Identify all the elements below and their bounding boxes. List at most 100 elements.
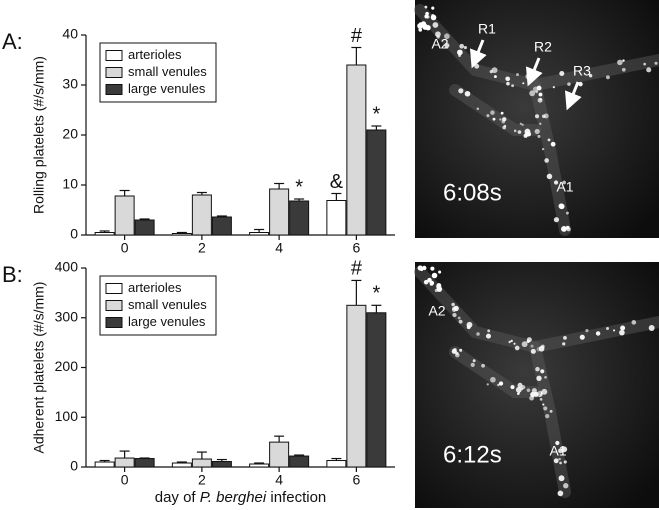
panel-label: A: bbox=[2, 29, 23, 54]
x-axis-label-part: day of bbox=[155, 489, 200, 506]
platelet bbox=[516, 73, 520, 77]
platelet bbox=[621, 67, 626, 72]
platelet bbox=[553, 217, 560, 223]
platelet bbox=[562, 342, 566, 346]
legend-label: large venules bbox=[128, 314, 206, 329]
x-tick-label: 2 bbox=[198, 240, 206, 256]
y-tick-label: 0 bbox=[70, 458, 78, 474]
platelet bbox=[559, 461, 562, 465]
platelet bbox=[558, 475, 565, 482]
arrow bbox=[469, 39, 487, 69]
platelet bbox=[539, 122, 542, 125]
platelet bbox=[530, 344, 534, 348]
platelet bbox=[436, 283, 442, 288]
platelet bbox=[529, 90, 536, 97]
platelet bbox=[526, 337, 532, 343]
platelet bbox=[559, 70, 565, 77]
platelet bbox=[543, 406, 548, 411]
vessel-label: A1 bbox=[549, 443, 566, 459]
platelet bbox=[534, 128, 540, 135]
platelet bbox=[563, 483, 569, 489]
annotation: & bbox=[330, 171, 344, 193]
platelet bbox=[535, 366, 540, 372]
annotation: * bbox=[295, 176, 303, 198]
platelet bbox=[550, 141, 556, 147]
bar bbox=[171, 462, 192, 468]
x-axis-label: day of P. berghei infection bbox=[155, 489, 327, 506]
platelet bbox=[521, 123, 524, 126]
platelet bbox=[424, 14, 429, 19]
platelet bbox=[444, 42, 450, 49]
platelet bbox=[542, 403, 545, 406]
platelet bbox=[561, 446, 568, 453]
platelet bbox=[531, 388, 537, 394]
platelet bbox=[430, 14, 437, 21]
panel-label: B: bbox=[2, 262, 23, 287]
x-tick-label: 4 bbox=[275, 472, 283, 488]
platelet bbox=[505, 76, 511, 82]
platelet bbox=[422, 24, 428, 30]
platelet bbox=[517, 382, 523, 388]
platelet bbox=[557, 490, 564, 497]
platelet bbox=[424, 5, 428, 9]
platelet bbox=[529, 80, 532, 83]
bar bbox=[114, 195, 135, 236]
bar bbox=[366, 312, 387, 468]
platelet bbox=[541, 147, 545, 151]
platelet bbox=[417, 265, 423, 271]
x-tick-label: 6 bbox=[352, 240, 360, 256]
bar bbox=[346, 304, 367, 468]
arrow bbox=[525, 57, 543, 87]
vessel bbox=[414, 4, 659, 92]
platelet bbox=[431, 6, 435, 10]
vessel-label: A1 bbox=[556, 179, 573, 195]
platelet bbox=[466, 325, 471, 330]
platelet bbox=[485, 333, 491, 339]
y-tick-label: 200 bbox=[55, 358, 79, 374]
platelet bbox=[486, 114, 490, 118]
platelet bbox=[620, 325, 626, 331]
bar bbox=[326, 460, 347, 468]
platelet bbox=[534, 114, 540, 119]
platelet bbox=[535, 90, 538, 94]
platelet bbox=[511, 84, 515, 88]
platelet bbox=[540, 369, 545, 374]
platelet bbox=[547, 138, 551, 142]
platelet bbox=[498, 381, 504, 386]
y-tick-label: 10 bbox=[62, 176, 78, 192]
x-tick-label: 6 bbox=[352, 472, 360, 488]
y-tick-label: 400 bbox=[55, 259, 79, 275]
bar bbox=[134, 458, 155, 468]
platelet bbox=[432, 22, 439, 28]
platelet bbox=[422, 265, 427, 271]
platelet bbox=[613, 329, 616, 332]
platelet bbox=[562, 180, 566, 185]
platelet bbox=[453, 347, 457, 352]
y-axis-label: Adherent platelets (#/s/mm) bbox=[31, 282, 47, 454]
platelet bbox=[555, 440, 560, 446]
platelet bbox=[566, 211, 569, 215]
platelet bbox=[541, 388, 548, 395]
micrograph bbox=[415, 262, 659, 508]
legend-swatch bbox=[105, 50, 123, 61]
platelet bbox=[553, 180, 559, 185]
bar bbox=[114, 457, 135, 468]
platelet bbox=[558, 203, 564, 209]
platelet bbox=[499, 118, 502, 121]
timestamp: 6:08s bbox=[443, 179, 502, 206]
platelet bbox=[459, 348, 463, 352]
platelet bbox=[493, 75, 497, 79]
platelet bbox=[519, 122, 522, 125]
bar bbox=[249, 463, 270, 468]
legend-label: small venules bbox=[128, 297, 207, 312]
platelet bbox=[476, 332, 480, 336]
y-tick-label: 300 bbox=[55, 308, 79, 324]
platelet bbox=[536, 375, 542, 381]
platelet bbox=[537, 134, 541, 138]
platelet bbox=[552, 86, 555, 89]
platelet bbox=[418, 28, 423, 32]
platelet bbox=[429, 280, 435, 286]
bar bbox=[269, 188, 290, 236]
x-tick-label: 4 bbox=[275, 240, 283, 256]
platelet bbox=[430, 266, 435, 271]
